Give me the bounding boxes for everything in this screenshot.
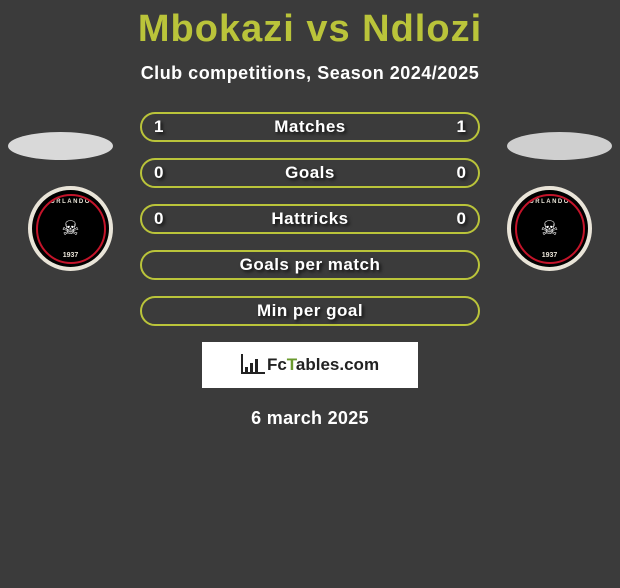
- stat-label: Goals per match: [240, 255, 381, 275]
- brand-prefix: Fc: [267, 355, 287, 374]
- badge-left-top-text: ORLANDO: [50, 199, 91, 205]
- club-badge-right: ORLANDO ☠ 1937: [507, 186, 592, 271]
- title-vs: vs: [295, 8, 362, 50]
- stat-row-hattricks: 0 Hattricks 0: [140, 204, 480, 234]
- title-player-right: Ndlozi: [362, 8, 482, 50]
- stat-label: Min per goal: [257, 301, 363, 321]
- skull-crossbones-icon: ☠: [62, 219, 80, 239]
- title-player-left: Mbokazi: [138, 8, 295, 50]
- stat-value-right: 0: [457, 163, 466, 183]
- bar-chart-icon: [241, 356, 263, 374]
- club-badge-left: ORLANDO ☠ 1937: [28, 186, 113, 271]
- stat-row-goals: 0 Goals 0: [140, 158, 480, 188]
- stat-row-goals-per-match: Goals per match: [140, 250, 480, 280]
- player-right-marker: [507, 132, 612, 160]
- footer-date: 6 march 2025: [0, 408, 620, 429]
- stat-row-matches: 1 Matches 1: [140, 112, 480, 142]
- stats-table: 1 Matches 1 0 Goals 0 0 Hattricks 0 Goal…: [140, 112, 480, 326]
- brand-green: T: [287, 355, 296, 374]
- stat-value-left: 1: [154, 117, 163, 137]
- brand-badge: FcTables.com: [202, 342, 418, 388]
- stat-label: Hattricks: [271, 209, 348, 229]
- brand-text: FcTables.com: [267, 355, 379, 375]
- stat-label: Goals: [285, 163, 335, 183]
- stat-row-min-per-goal: Min per goal: [140, 296, 480, 326]
- skull-crossbones-icon: ☠: [541, 219, 559, 239]
- stat-value-right: 1: [457, 117, 466, 137]
- stat-value-left: 0: [154, 209, 163, 229]
- subtitle: Club competitions, Season 2024/2025: [0, 63, 620, 84]
- badge-right-bottom-text: 1937: [542, 252, 558, 259]
- stat-value-left: 0: [154, 163, 163, 183]
- page-title: Mbokazi vs Ndlozi: [0, 8, 620, 51]
- stat-label: Matches: [274, 117, 346, 137]
- player-left-marker: [8, 132, 113, 160]
- brand-suffix: ables.com: [296, 355, 379, 374]
- badge-right-top-text: ORLANDO: [529, 199, 570, 205]
- badge-left-bottom-text: 1937: [63, 252, 79, 259]
- stat-value-right: 0: [457, 209, 466, 229]
